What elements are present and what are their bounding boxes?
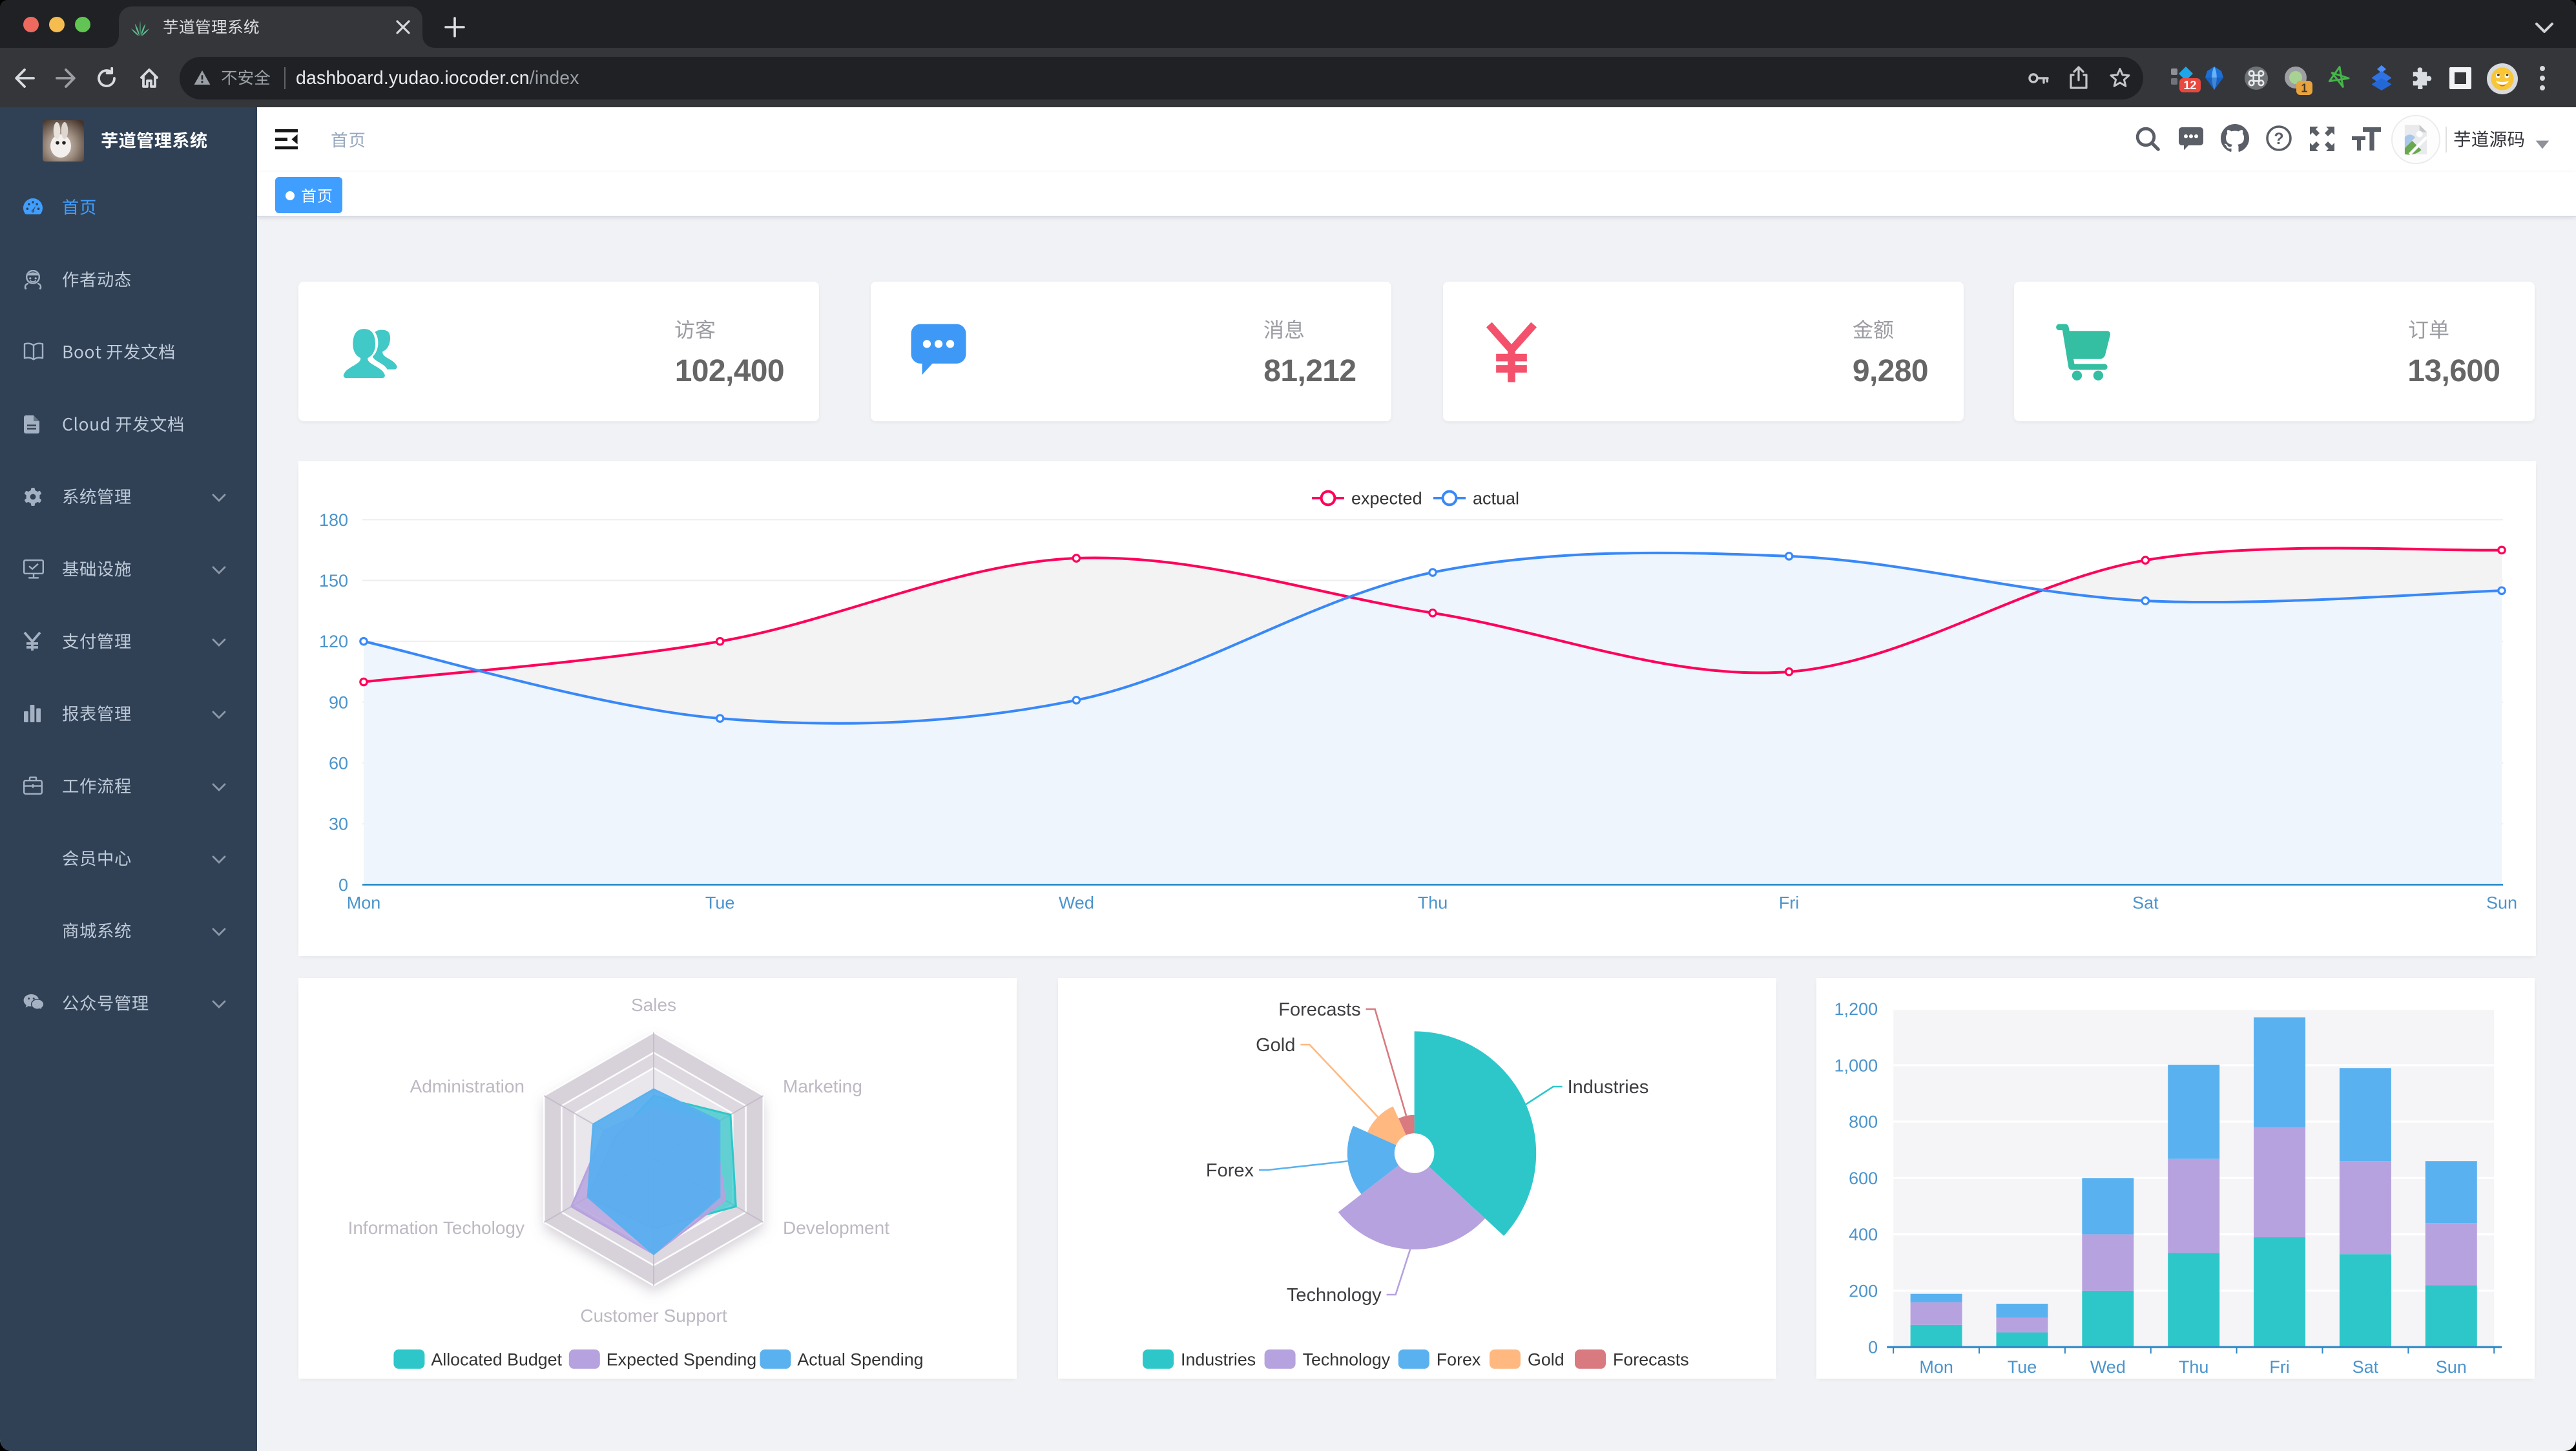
svg-text:30: 30 bbox=[329, 815, 348, 834]
svg-text:Industries: Industries bbox=[1180, 1350, 1255, 1370]
svg-text:Sun: Sun bbox=[2436, 1357, 2467, 1377]
svg-text:Wed: Wed bbox=[2091, 1357, 2126, 1377]
svg-text:400: 400 bbox=[1849, 1225, 1878, 1244]
svg-text:Sales: Sales bbox=[631, 995, 676, 1015]
svg-text:0: 0 bbox=[338, 875, 348, 895]
svg-text:Marketing: Marketing bbox=[783, 1076, 862, 1096]
svg-text:Tue: Tue bbox=[705, 893, 735, 912]
svg-text:Customer Support: Customer Support bbox=[580, 1306, 727, 1326]
svg-text:Administration: Administration bbox=[410, 1076, 525, 1096]
svg-text:Sat: Sat bbox=[2353, 1357, 2379, 1377]
svg-text:Fri: Fri bbox=[2270, 1357, 2290, 1377]
svg-text:Information Techology: Information Techology bbox=[348, 1218, 525, 1238]
svg-text:Allocated Budget: Allocated Budget bbox=[431, 1350, 562, 1370]
svg-text:Mon: Mon bbox=[1920, 1357, 1954, 1377]
svg-text:1,000: 1,000 bbox=[1834, 1056, 1878, 1075]
svg-text:Technology: Technology bbox=[1302, 1350, 1390, 1370]
svg-text:actual: actual bbox=[1473, 489, 1519, 508]
svg-text:60: 60 bbox=[329, 753, 348, 773]
svg-text:150: 150 bbox=[319, 571, 348, 590]
svg-text:Wed: Wed bbox=[1059, 893, 1094, 912]
svg-text:200: 200 bbox=[1849, 1281, 1878, 1300]
svg-text:Thu: Thu bbox=[1418, 893, 1448, 912]
svg-text:12: 12 bbox=[2183, 79, 2196, 92]
svg-text:Gold: Gold bbox=[1527, 1350, 1564, 1370]
svg-text:Forex: Forex bbox=[1436, 1350, 1480, 1370]
svg-text:Actual Spending: Actual Spending bbox=[797, 1350, 923, 1370]
svg-text:120: 120 bbox=[319, 632, 348, 651]
svg-text:Sun: Sun bbox=[2486, 893, 2517, 912]
svg-text:1,200: 1,200 bbox=[1834, 999, 1878, 1019]
svg-text:Tue: Tue bbox=[2008, 1357, 2037, 1377]
svg-text:?: ? bbox=[2274, 130, 2283, 148]
svg-text:Development: Development bbox=[783, 1218, 889, 1238]
svg-text:Expected Spending: Expected Spending bbox=[607, 1350, 756, 1370]
svg-text:Forecasts: Forecasts bbox=[1278, 999, 1360, 1020]
svg-text:600: 600 bbox=[1849, 1169, 1878, 1188]
svg-text:Industries: Industries bbox=[1567, 1077, 1648, 1098]
svg-text:expected: expected bbox=[1351, 489, 1422, 508]
svg-text:180: 180 bbox=[319, 510, 348, 530]
svg-text:Forex: Forex bbox=[1205, 1160, 1254, 1181]
svg-text:Fri: Fri bbox=[1779, 893, 1799, 912]
svg-text:1: 1 bbox=[2301, 82, 2307, 95]
svg-text:Gold: Gold bbox=[1256, 1035, 1295, 1056]
svg-text:0: 0 bbox=[1869, 1338, 1878, 1357]
svg-text:Sat: Sat bbox=[2132, 893, 2159, 912]
svg-text:90: 90 bbox=[329, 693, 348, 712]
svg-text:Forecasts: Forecasts bbox=[1612, 1350, 1688, 1370]
svg-text:Technology: Technology bbox=[1286, 1285, 1381, 1306]
svg-text:800: 800 bbox=[1849, 1112, 1878, 1132]
svg-text:Thu: Thu bbox=[2179, 1357, 2210, 1377]
svg-text:Mon: Mon bbox=[347, 893, 381, 912]
